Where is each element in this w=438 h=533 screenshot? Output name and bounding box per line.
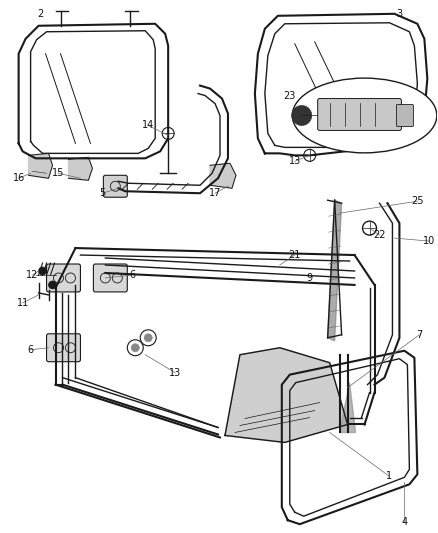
Text: 4: 4 (401, 517, 407, 527)
Text: 24: 24 (364, 88, 376, 99)
Text: 6: 6 (28, 345, 34, 355)
Text: 17: 17 (209, 188, 221, 198)
Text: 23: 23 (283, 91, 296, 101)
Text: 10: 10 (423, 236, 435, 246)
Text: 7: 7 (416, 330, 423, 340)
Text: 1: 1 (386, 471, 392, 481)
Circle shape (292, 106, 312, 125)
Polygon shape (328, 200, 342, 341)
Circle shape (144, 334, 152, 342)
Circle shape (39, 267, 46, 275)
Text: 25: 25 (411, 196, 424, 206)
FancyBboxPatch shape (396, 104, 413, 126)
Text: 21: 21 (289, 250, 301, 260)
Text: 14: 14 (142, 120, 154, 131)
Text: 13: 13 (169, 368, 181, 378)
Text: 2: 2 (37, 9, 44, 19)
Text: 3: 3 (396, 9, 403, 19)
Text: 12: 12 (26, 270, 39, 280)
Polygon shape (210, 163, 236, 188)
Text: 22: 22 (373, 230, 386, 240)
FancyBboxPatch shape (318, 99, 401, 131)
FancyBboxPatch shape (46, 264, 81, 292)
Polygon shape (339, 383, 356, 432)
Text: 16: 16 (13, 173, 25, 183)
Polygon shape (225, 348, 348, 442)
Circle shape (131, 344, 139, 352)
Ellipse shape (292, 78, 437, 153)
Text: 11: 11 (17, 298, 29, 308)
Polygon shape (28, 154, 53, 178)
Text: 15: 15 (52, 168, 65, 179)
Text: 13: 13 (289, 156, 301, 166)
Text: 5: 5 (99, 188, 106, 198)
Circle shape (49, 281, 57, 289)
FancyBboxPatch shape (93, 264, 127, 292)
Polygon shape (68, 157, 92, 180)
Text: 9: 9 (307, 273, 313, 283)
Text: 6: 6 (129, 270, 135, 280)
FancyBboxPatch shape (103, 175, 127, 197)
FancyBboxPatch shape (46, 334, 81, 362)
